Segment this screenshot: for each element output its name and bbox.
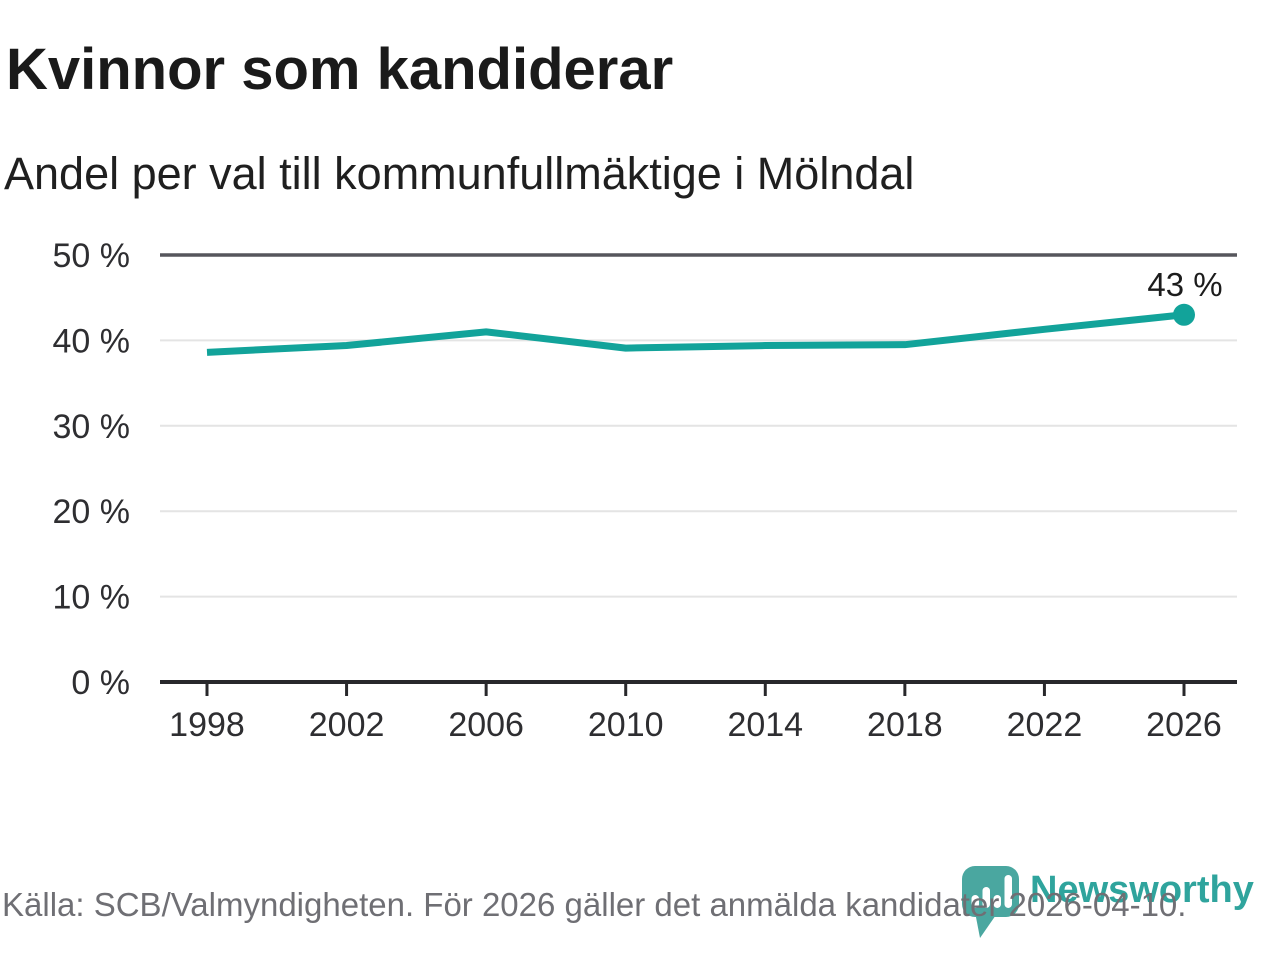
page-subtitle: Andel per val till kommunfullmäktige i M…: [4, 148, 915, 199]
x-tick-label: 2014: [727, 706, 803, 744]
x-tick-label: 2022: [1007, 706, 1083, 744]
y-tick-label: 20 %: [53, 493, 131, 531]
y-tick-label: 50 %: [53, 237, 131, 275]
x-tick-label: 2018: [867, 706, 943, 744]
page-title: Kvinnor som kandiderar: [6, 37, 674, 102]
x-tick-label: 2010: [588, 706, 664, 744]
y-tick-label: 30 %: [53, 408, 131, 446]
y-tick-label: 40 %: [53, 322, 131, 360]
x-tick-label: 2026: [1146, 706, 1222, 744]
x-tick-label: 2002: [309, 706, 385, 744]
y-tick-label: 10 %: [53, 579, 131, 617]
x-tick-label: 1998: [169, 706, 245, 744]
data-line: [206, 311, 1185, 356]
y-tick-label: 0 %: [71, 664, 130, 702]
end-point-dot: [1173, 303, 1195, 326]
x-tick-label: 2006: [448, 706, 524, 744]
newsworthy-logo: Newsworthy: [962, 866, 1280, 946]
newsworthy-logo-icon: [962, 866, 1019, 938]
source-note: Källa: SCB/Valmyndigheten. För 2026 gäll…: [2, 886, 1187, 923]
newsworthy-logo-text: Newsworthy: [1030, 869, 1254, 911]
end-point-label: 43 %: [1147, 266, 1222, 303]
